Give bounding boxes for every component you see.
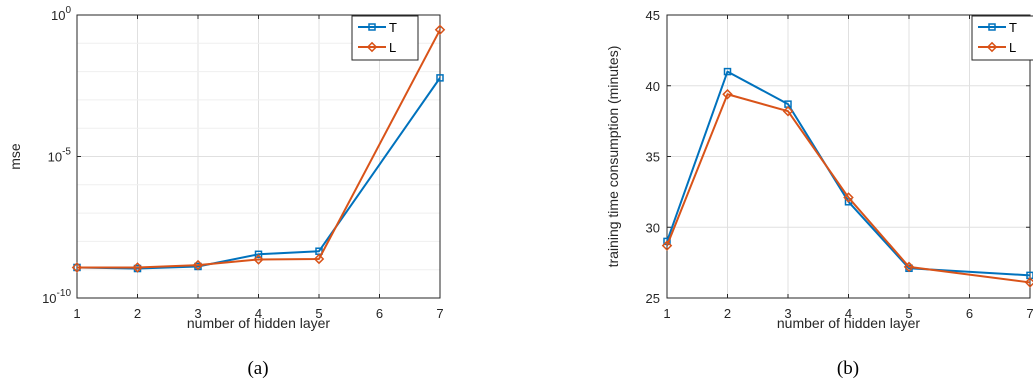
x-tick-label: 2 [134, 306, 141, 321]
data-point-L [661, 240, 673, 251]
data-point-L [843, 192, 854, 203]
x-tick-label: 5 [315, 306, 322, 321]
data-point-L [782, 105, 794, 117]
y-tick-label: 10-5 [48, 147, 72, 165]
x-tick-label: 2 [724, 306, 731, 321]
y-axis-label: training time consumption (minutes) [605, 46, 621, 268]
y-tick-label: 25 [646, 291, 660, 306]
x-tick-label: 5 [905, 306, 912, 321]
legend-box [351, 15, 419, 61]
legend-label-T: T [1009, 20, 1017, 35]
y-tick-label: 40 [646, 79, 660, 94]
y-tick-label: 35 [646, 150, 660, 165]
y-tick-label: 10-10 [42, 288, 71, 306]
x-tick-label: 7 [1026, 306, 1033, 321]
y-tick-label: 45 [646, 8, 660, 23]
data-point-L [132, 262, 143, 273]
x-tick-label: 3 [784, 306, 791, 321]
x-axis-label: number of hidden layer [777, 315, 921, 331]
data-point-T [254, 250, 263, 259]
legend-label-L: L [389, 40, 396, 55]
series-line-L [666, 93, 1031, 284]
legend: TL [351, 15, 419, 61]
chart-a: 1 2 3 4 5 6 7 10-10 10-5 100 number of hidden laye… [7, 5, 446, 379]
data-point-L [434, 24, 446, 36]
legend-label-T: T [389, 20, 397, 35]
y-tick-label: 100 [51, 5, 71, 23]
chart-caption: (b) [837, 358, 859, 379]
data-point-L [192, 259, 204, 271]
y-tick-label: 30 [646, 220, 660, 235]
x-tick-label: 6 [966, 306, 973, 321]
legend-label-L: L [1009, 40, 1016, 55]
x-tick-label: 7 [436, 306, 443, 321]
x-tick-label: 1 [663, 306, 670, 321]
x-tick-label: 6 [376, 306, 383, 321]
legend-marker-L [366, 41, 378, 53]
data-point-L [903, 261, 915, 273]
legend-marker-L [986, 41, 998, 53]
data-point-T [723, 67, 732, 76]
data-point-L [71, 262, 83, 273]
legend-marker-T [988, 23, 996, 31]
legend-marker-T [368, 23, 376, 31]
x-axis-label: number of hidden layer [187, 315, 331, 331]
data-point-L [253, 254, 264, 265]
data-point-L [313, 253, 325, 265]
data-point-T [436, 74, 444, 82]
x-tick-label: 4 [255, 306, 262, 321]
data-point-L [722, 88, 733, 100]
chart-caption: (a) [247, 358, 268, 379]
legend-box [971, 15, 1033, 61]
x-tick-label: 4 [845, 306, 852, 321]
legend: TL [971, 15, 1033, 61]
x-tick-label: 1 [73, 306, 80, 321]
y-axis-label: mse [7, 143, 23, 170]
series-line-L [77, 29, 441, 269]
x-tick-label: 3 [194, 306, 201, 321]
